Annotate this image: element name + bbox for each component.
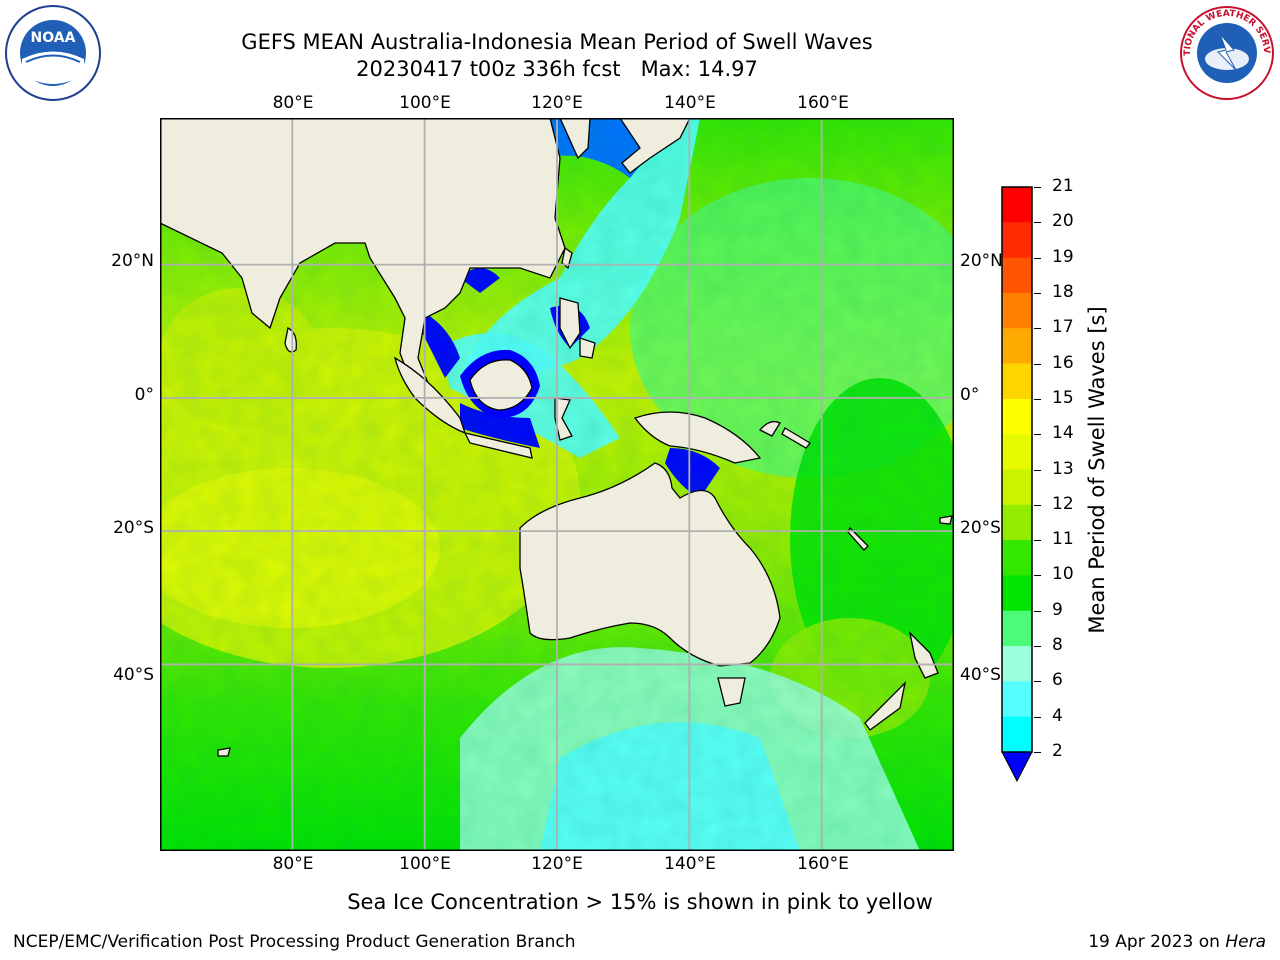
colorbar-tick-label: 11 <box>1052 529 1074 550</box>
australia <box>519 462 781 667</box>
new-guinea <box>633 411 762 464</box>
colorbar-tick-mark <box>1034 752 1041 753</box>
lon-label-bottom: 100°E <box>399 854 451 874</box>
colorbar-cell <box>1002 328 1032 365</box>
colorbar-tick-mark <box>1034 398 1041 400</box>
colorbar-frame <box>1001 186 1033 753</box>
colorbar-label: Mean Period of Swell Waves [s] <box>1085 306 1109 634</box>
map-subtitle: 20230417 t00z 336h fcst Max: 14.97 <box>356 57 758 81</box>
lon-label-top: 100°E <box>399 93 451 113</box>
colorbar-tick-label: 13 <box>1052 458 1074 479</box>
colorbar-tick-mark <box>1034 292 1041 294</box>
lon-label-bottom: 140°E <box>664 854 716 874</box>
lat-label-left: 20°S <box>113 518 154 538</box>
colorbar-cell <box>1002 222 1032 259</box>
colorbar-tick-label: 12 <box>1052 493 1074 514</box>
colorbar-cell <box>1002 292 1032 329</box>
colorbar-tick-mark <box>1034 469 1041 471</box>
colorbar-tick-label: 9 <box>1052 599 1063 620</box>
lon-label-bottom: 120°E <box>531 854 583 874</box>
colorbar-cell <box>1002 716 1032 753</box>
map-title: GEFS MEAN Australia-Indonesia Mean Perio… <box>241 30 873 54</box>
graticule <box>160 118 954 851</box>
colorbar-tick-mark <box>1034 363 1041 365</box>
colorbar <box>1001 186 1033 783</box>
colorbar-tick-mark <box>1034 646 1041 648</box>
colorbar-tick-label: 2 <box>1052 741 1063 761</box>
lon-label-top: 160°E <box>797 93 849 113</box>
lon-label-bottom: 160°E <box>797 854 849 874</box>
java <box>463 432 533 459</box>
colorbar-cell <box>1002 610 1032 647</box>
colorbar-cell <box>1002 646 1032 682</box>
sea-ice-note: Sea Ice Concentration > 15% is shown in … <box>347 890 933 914</box>
colorbar-tick-mark <box>1034 575 1041 577</box>
lat-label-right: 20°S <box>960 518 1001 538</box>
colorbar-tick-mark <box>1034 716 1041 718</box>
colorbar-tick-label: 8 <box>1052 635 1063 656</box>
noaa-logo: NOAA <box>5 5 101 101</box>
tasmania <box>717 677 746 707</box>
lat-label-left: 20°N <box>111 251 154 271</box>
japan <box>619 118 691 174</box>
colorbar-tick-mark <box>1034 222 1041 224</box>
new-zealand-south <box>864 681 907 731</box>
colorbar-tick-mark <box>1034 610 1041 612</box>
colorbar-tick-label: 15 <box>1052 387 1074 408</box>
colorbar-cell <box>1002 469 1032 506</box>
colorbar-tick-mark <box>1034 187 1041 188</box>
colorbar-cell <box>1002 434 1032 470</box>
lat-label-right: 20°N <box>960 251 1003 271</box>
colorbar-extend-arrow <box>1001 751 1033 783</box>
colorbar-tick-mark <box>1034 434 1041 436</box>
map-frame <box>160 118 954 851</box>
colorbar-tick-label: 6 <box>1052 670 1063 691</box>
lat-label-right: 0° <box>960 385 980 405</box>
colorbar-tick-mark <box>1034 681 1041 683</box>
run-date: 19 Apr 2023 on Hera <box>1088 932 1266 952</box>
sulawesi <box>554 397 573 441</box>
lon-label-bottom: 80°E <box>272 854 314 874</box>
producer-credit: NCEP/EMC/Verification Post Processing Pr… <box>13 932 576 952</box>
lon-label-top: 120°E <box>531 93 583 113</box>
swell-period-map <box>160 118 954 851</box>
nws-logo: NATIONAL WEATHER SERVICE <box>1178 4 1274 100</box>
run-date-text: 19 Apr 2023 on <box>1088 932 1226 952</box>
colorbar-cell <box>1002 504 1032 541</box>
colorbar-tick-label: 21 <box>1052 176 1074 196</box>
colorbar-tick-mark <box>1034 504 1041 506</box>
colorbar-tick-label: 18 <box>1052 281 1074 302</box>
lat-label-right: 40°S <box>960 665 1001 685</box>
machine-name: Hera <box>1225 932 1266 952</box>
land <box>160 118 953 757</box>
taiwan <box>561 246 573 270</box>
lat-label-left: 40°S <box>113 665 154 685</box>
colorbar-tick-label: 19 <box>1052 246 1074 267</box>
colorbar-tick-label: 16 <box>1052 352 1074 373</box>
colorbar-cell <box>1002 681 1032 718</box>
colorbar-cell <box>1002 187 1032 223</box>
colorbar-tick-mark <box>1034 257 1041 259</box>
colorbar-cell <box>1002 363 1032 400</box>
colorbar-tick-label: 20 <box>1052 211 1074 232</box>
lat-label-left: 0° <box>134 385 154 405</box>
new-zealand-north <box>908 631 939 679</box>
colorbar-tick-mark <box>1034 540 1041 542</box>
colorbar-tick-label: 4 <box>1052 705 1063 726</box>
colorbar-cell <box>1002 398 1032 435</box>
colorbar-cell <box>1002 575 1032 612</box>
lon-label-top: 140°E <box>664 93 716 113</box>
colorbar-cell <box>1002 257 1032 294</box>
philippines <box>559 297 581 350</box>
colorbar-tick-mark <box>1034 328 1041 330</box>
colorbar-tick-label: 14 <box>1052 423 1074 444</box>
colorbar-tick-label: 17 <box>1052 317 1074 338</box>
lon-label-top: 80°E <box>272 93 314 113</box>
noaa-logo-text: NOAA <box>31 30 76 46</box>
colorbar-cell <box>1002 540 1032 576</box>
colorbar-tick-label: 10 <box>1052 564 1074 585</box>
